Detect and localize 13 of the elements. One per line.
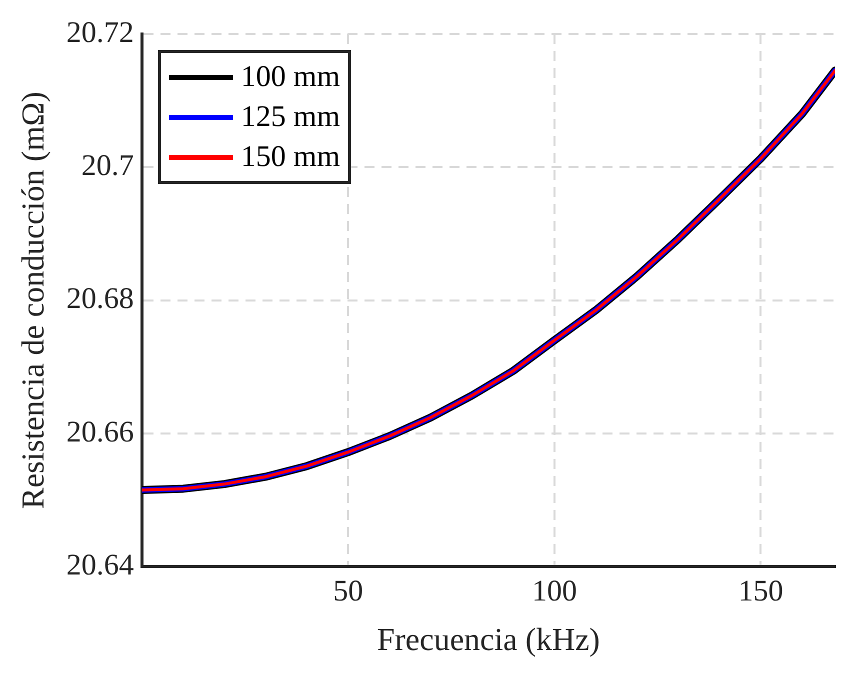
legend-label: 100 mm	[240, 59, 340, 95]
x-tick-label: 150	[738, 574, 784, 608]
y-tick-label: 20.7	[81, 149, 134, 182]
y-tick-label: 20.66	[66, 415, 134, 448]
y-tick-label: 20.72	[66, 16, 134, 49]
x-tick-label: 50	[333, 574, 364, 608]
y-tick-label: 20.68	[66, 282, 134, 316]
legend-label: 125 mm	[240, 99, 340, 135]
x-tick-label: 100	[532, 574, 577, 608]
y-tick-label: 20.64	[66, 548, 134, 582]
legend-label: 150 mm	[240, 139, 340, 175]
y-axis-title: Resistencia de conducción (mΩ)	[14, 92, 51, 510]
x-axis-title: Frecuencia (kHz)	[376, 621, 600, 658]
